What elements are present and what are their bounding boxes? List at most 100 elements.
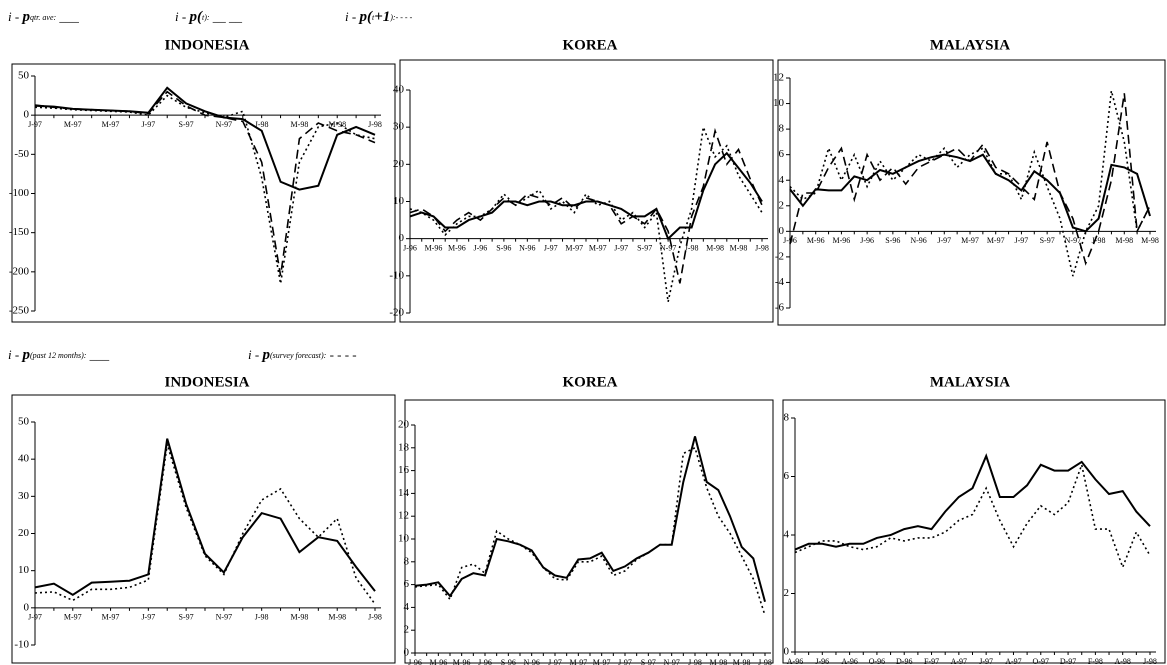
x-tick-label: N-97 xyxy=(1065,236,1081,245)
panel-title: KOREA xyxy=(562,37,617,53)
x-tick-label: J-96 xyxy=(478,658,492,665)
x-tick-label: J-96 xyxy=(860,236,874,245)
legend-entry: i - p(t): __ __ xyxy=(175,9,243,25)
series-line xyxy=(34,444,376,605)
x-tick-label: J-98 xyxy=(368,613,382,622)
y-tick-label: 16 xyxy=(398,464,410,476)
x-tick-label: A-98 xyxy=(1114,657,1130,665)
legend-text: ___ xyxy=(56,9,79,24)
series-line xyxy=(414,436,766,602)
x-tick-label: J-97 xyxy=(979,657,993,665)
x-tick-label: M-98 xyxy=(291,120,309,129)
x-tick-label: M-97 xyxy=(593,658,611,665)
y-tick-label: 10 xyxy=(18,564,30,576)
x-tick-label: J-98 xyxy=(1092,236,1106,245)
x-tick-label: J-97 xyxy=(141,120,155,129)
x-tick-label: N-96 xyxy=(519,243,535,252)
legend-text: p( xyxy=(357,9,373,25)
y-tick-label: -50 xyxy=(14,148,29,160)
x-tick-label: M-97 xyxy=(589,243,607,252)
panel-frame xyxy=(399,59,774,323)
y-tick-label: 10 xyxy=(773,97,785,109)
x-tick-label: M-98 xyxy=(730,243,748,252)
series-line xyxy=(34,86,376,191)
y-tick-label: 6 xyxy=(784,470,790,482)
legend-text: i - xyxy=(8,347,22,362)
x-tick-label: M-98 xyxy=(291,613,309,622)
y-tick-label: -2 xyxy=(775,250,784,262)
x-tick-label: M-97 xyxy=(565,243,583,252)
y-tick-label: 10 xyxy=(398,533,410,545)
y-tick-label: -6 xyxy=(775,302,785,314)
x-tick-label: N-96 xyxy=(910,236,926,245)
x-tick-label: J-96 xyxy=(815,657,829,665)
x-tick-label: A-96 xyxy=(787,657,803,665)
x-tick-label: J-97 xyxy=(28,613,42,622)
x-tick-label: M-98 xyxy=(1141,236,1159,245)
x-tick-label: M-98 xyxy=(1115,236,1133,245)
y-tick-label: 8 xyxy=(784,412,790,424)
y-tick-label: 18 xyxy=(398,441,410,453)
x-tick-label: M-98 xyxy=(709,658,727,665)
x-tick-label: J-97 xyxy=(141,613,155,622)
legend-text: p xyxy=(20,9,30,25)
series-line xyxy=(794,461,1151,570)
legend-text: +1 xyxy=(374,9,390,25)
legend-text: p( xyxy=(187,9,203,25)
panel-frame xyxy=(404,399,774,664)
y-tick-label: 20 xyxy=(398,419,410,431)
y-tick-label: 20 xyxy=(18,527,30,539)
x-tick-label: J-97 xyxy=(1015,236,1029,245)
x-tick-label: M-96 xyxy=(429,658,447,665)
x-tick-label: M-97 xyxy=(987,236,1005,245)
legend-text: p xyxy=(20,347,30,363)
x-tick-label: M-98 xyxy=(328,613,346,622)
x-tick-label: J-97 xyxy=(618,658,632,665)
legend-text: i - xyxy=(248,347,262,362)
x-tick-label: J-98 xyxy=(688,658,702,665)
y-tick-label: 0 xyxy=(24,109,30,121)
legend-text: (survey forecast): xyxy=(270,351,327,360)
y-tick-label: 40 xyxy=(18,453,30,465)
x-tick-label: N-97 xyxy=(660,243,676,252)
x-tick-label: M-97 xyxy=(102,613,120,622)
x-tick-label: J-97 xyxy=(614,243,628,252)
x-tick-label: A-97 xyxy=(1005,657,1021,665)
y-tick-label: 20 xyxy=(393,158,405,170)
x-tick-label: O-96 xyxy=(869,657,885,665)
y-tick-label: -200 xyxy=(9,265,30,277)
legend-text: t xyxy=(372,13,375,22)
panel-title: INDONESIA xyxy=(164,374,249,390)
y-tick-label: 30 xyxy=(18,490,30,502)
x-tick-label: M-97 xyxy=(961,236,979,245)
series-line xyxy=(409,124,763,303)
legend-text: __ __ xyxy=(210,9,243,24)
y-tick-label: 0 xyxy=(779,225,785,237)
legend-text: i - xyxy=(8,9,22,24)
x-tick-label: F-97 xyxy=(924,657,939,665)
x-tick-label: A-97 xyxy=(951,657,967,665)
x-tick-label: J-98 xyxy=(755,243,769,252)
x-tick-label: J-98 xyxy=(255,613,269,622)
x-tick-label: M-98 xyxy=(706,243,724,252)
y-tick-label: 8 xyxy=(404,555,410,567)
x-tick-label: N-97 xyxy=(216,120,232,129)
legend-entry: i - pqtr. ave: ___ xyxy=(8,9,79,25)
legend-entry: i - p(past 12 months): ___ xyxy=(8,347,110,363)
series-line xyxy=(414,446,766,616)
legend-text: qtr. ave: xyxy=(30,13,57,22)
x-tick-label: M-98 xyxy=(328,120,346,129)
y-tick-label: 50 xyxy=(18,416,30,428)
y-tick-label: -250 xyxy=(9,305,30,317)
x-tick-label: M-96 xyxy=(453,658,471,665)
y-tick-label: -4 xyxy=(775,276,785,288)
y-tick-label: 0 xyxy=(24,601,30,613)
y-tick-label: -20 xyxy=(389,307,404,319)
y-tick-label: 40 xyxy=(393,84,405,96)
legend-text: ___ xyxy=(86,347,109,362)
legend-text: i - xyxy=(345,9,359,24)
y-tick-label: 14 xyxy=(398,487,410,499)
x-tick-label: M-97 xyxy=(64,120,82,129)
y-tick-label: 4 xyxy=(784,529,790,541)
x-tick-label: M-96 xyxy=(833,236,851,245)
